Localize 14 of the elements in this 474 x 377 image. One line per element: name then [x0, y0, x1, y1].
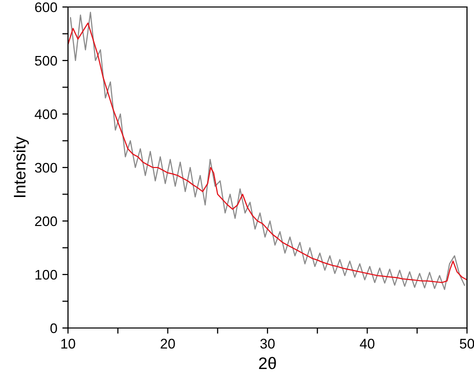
y-tick-label: 100: [35, 270, 58, 280]
x-tick-label: 20: [160, 338, 175, 349]
x-tick-label: 10: [61, 338, 76, 349]
y-tick-label: 500: [34, 56, 58, 66]
y-tick-label: 600: [35, 2, 58, 12]
x-tick-label: 40: [360, 338, 374, 349]
y-tick-label: 300: [34, 162, 58, 173]
x-axis-title: 2θ: [259, 356, 276, 370]
y-tick-label: 0: [50, 323, 58, 334]
y-axis-title: Intensity: [13, 136, 29, 197]
x-tick-label: 50: [460, 338, 474, 349]
y-tick-label: 200: [35, 216, 58, 226]
y-tick-label: 400: [34, 109, 58, 120]
x-tick-label: 30: [260, 338, 275, 349]
